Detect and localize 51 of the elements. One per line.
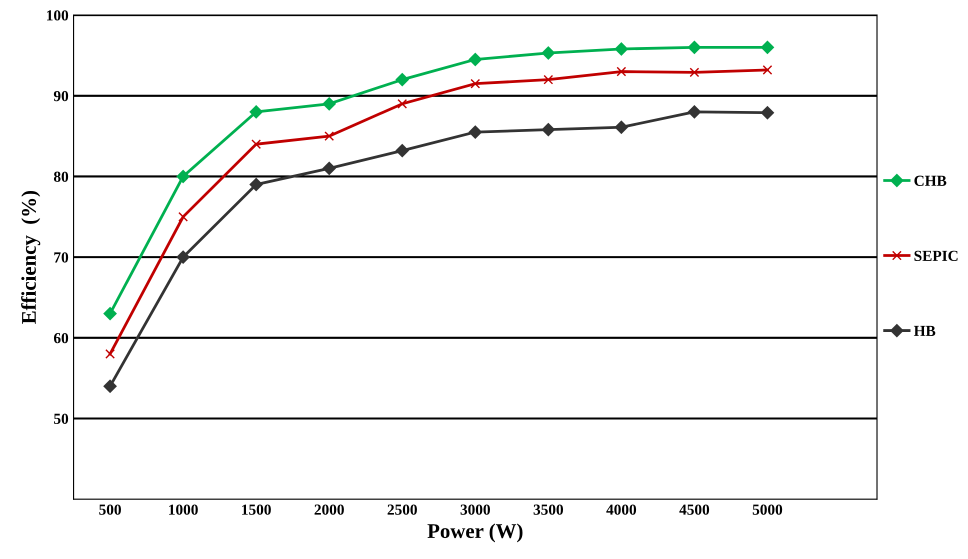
y-tick-label: 90 bbox=[54, 90, 68, 102]
x-tick-label: 3500 bbox=[534, 504, 564, 515]
point bbox=[760, 40, 774, 54]
point bbox=[397, 98, 408, 109]
point bbox=[614, 42, 628, 56]
point bbox=[468, 125, 482, 139]
point bbox=[396, 73, 409, 86]
x-tick-label: 1500 bbox=[242, 504, 271, 515]
point bbox=[324, 131, 334, 141]
point bbox=[176, 170, 190, 184]
point bbox=[105, 349, 115, 359]
point bbox=[250, 105, 263, 118]
y-tick-label: 80 bbox=[54, 172, 68, 182]
x-axis-title: Power (W) bbox=[428, 523, 522, 542]
point bbox=[104, 380, 117, 393]
point bbox=[690, 68, 700, 78]
point bbox=[322, 97, 336, 110]
x-tick-label: 2000 bbox=[314, 504, 344, 515]
point bbox=[250, 178, 263, 192]
x-tick-label: 500 bbox=[99, 504, 121, 515]
point bbox=[178, 212, 188, 222]
y-axis-title: Efficiency (%) bbox=[21, 190, 40, 324]
point bbox=[762, 65, 772, 75]
point bbox=[176, 250, 190, 264]
point bbox=[396, 144, 409, 158]
y-tick-label: 100 bbox=[47, 10, 68, 21]
point bbox=[468, 52, 482, 66]
point bbox=[251, 139, 262, 150]
point bbox=[760, 106, 774, 120]
x-tick-label: 2500 bbox=[388, 504, 417, 515]
point bbox=[688, 105, 701, 118]
x-tick-label: 4000 bbox=[606, 504, 636, 515]
point bbox=[616, 66, 626, 76]
y-tick-label: 60 bbox=[54, 332, 68, 344]
legend-label: HB bbox=[914, 326, 936, 336]
x-tick-label: 1000 bbox=[169, 504, 198, 515]
legend-label: CHB bbox=[914, 176, 946, 186]
point bbox=[322, 162, 336, 175]
point bbox=[688, 40, 701, 54]
point bbox=[542, 123, 555, 136]
point bbox=[542, 46, 555, 60]
x-tick-label: 4500 bbox=[679, 504, 710, 515]
x-tick-label: 3000 bbox=[460, 504, 490, 515]
x-tick-label: 5000 bbox=[752, 504, 782, 515]
point bbox=[543, 74, 554, 84]
point bbox=[470, 78, 480, 89]
y-tick-label: 50 bbox=[54, 414, 68, 424]
y-tick-label: 70 bbox=[54, 252, 68, 263]
legend-label: SEPIC bbox=[914, 250, 958, 262]
point bbox=[104, 307, 117, 320]
point bbox=[614, 120, 628, 134]
